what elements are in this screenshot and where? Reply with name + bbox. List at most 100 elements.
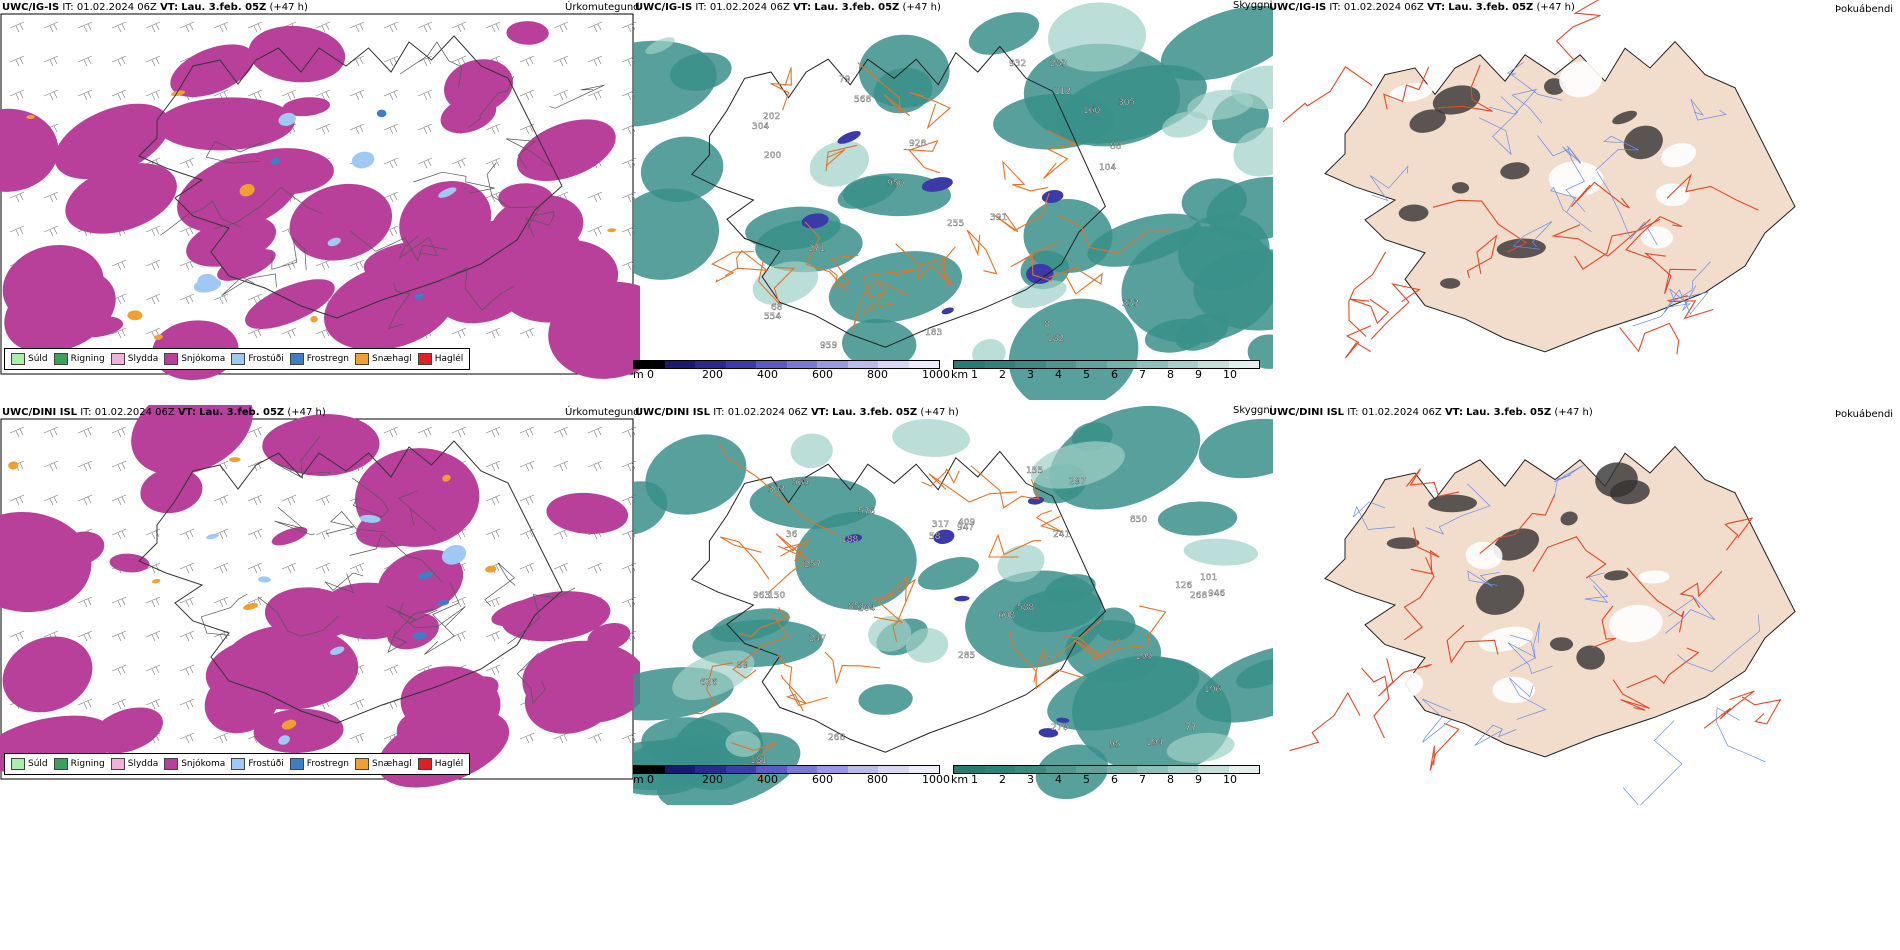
road-line xyxy=(439,267,515,311)
road-line xyxy=(732,613,790,679)
station-label: 588 xyxy=(1017,603,1034,613)
wind-barb xyxy=(621,732,637,744)
road-line xyxy=(1690,99,1727,121)
fog-panel: UWC/IG-IS IT: 01.02.2024 06Z VT: Lau. 3.… xyxy=(1265,0,1900,400)
field-blob xyxy=(289,183,393,261)
field-blob xyxy=(1560,511,1578,526)
road-line xyxy=(486,162,541,229)
iceland-outline xyxy=(690,450,1107,753)
wind-barb xyxy=(587,191,603,203)
road-line xyxy=(1048,267,1103,295)
scale-tick: 400 xyxy=(757,773,778,786)
field-blob xyxy=(327,237,341,247)
scale-tick: 1000 xyxy=(922,773,950,786)
field-blob xyxy=(725,731,761,757)
legend-item: Haglél xyxy=(417,758,463,770)
field-blob xyxy=(1183,538,1259,566)
station-label: 333 xyxy=(1122,299,1139,309)
field-blob xyxy=(790,433,833,469)
wind-barb xyxy=(519,732,535,744)
fog-map xyxy=(1289,445,1796,805)
road-line xyxy=(804,221,849,293)
wind-barb xyxy=(383,157,399,169)
road-line xyxy=(1478,96,1519,156)
panel-title: UWC/IG-IS IT: 01.02.2024 06Z VT: Lau. 3.… xyxy=(1269,2,1575,13)
scale-tick: 200 xyxy=(702,773,723,786)
wind-barb xyxy=(77,494,93,506)
field-blob xyxy=(441,544,467,565)
field-blob xyxy=(418,571,433,580)
wind-barb xyxy=(587,89,603,101)
wind-barb xyxy=(43,426,59,438)
field-blob xyxy=(204,668,280,734)
station-label: 947 xyxy=(957,523,974,533)
road-line xyxy=(1289,691,1361,752)
wind-barb xyxy=(553,460,569,472)
road-line xyxy=(1370,283,1421,340)
road-line xyxy=(1474,724,1517,746)
field-blob xyxy=(278,735,290,745)
scale-tick: 600 xyxy=(812,773,833,786)
wind-barb xyxy=(485,664,501,676)
station-label: 271 xyxy=(808,244,825,254)
field-blob xyxy=(1609,604,1663,643)
station-label: 183 xyxy=(925,328,942,338)
road-line xyxy=(398,235,438,259)
road-line xyxy=(1612,679,1650,711)
legend-swatch xyxy=(164,758,179,770)
station-label: 68 xyxy=(771,303,783,313)
road-line xyxy=(1467,570,1500,588)
field-blob xyxy=(170,44,255,98)
road-line xyxy=(1715,707,1766,763)
legend-item: Slydda xyxy=(110,353,158,365)
wind-barb xyxy=(213,732,229,744)
wind-barb xyxy=(145,89,161,101)
wind-barb xyxy=(43,225,59,237)
legend-label: Frostregn xyxy=(306,354,350,364)
field-blob xyxy=(131,405,253,476)
wind-barb xyxy=(247,494,263,506)
field-blob xyxy=(844,534,863,543)
wind-barb xyxy=(77,426,93,438)
legend-swatch xyxy=(417,758,432,770)
road-line xyxy=(1432,199,1528,253)
legend-swatch xyxy=(110,758,125,770)
field-blob xyxy=(858,34,950,108)
iceland-outline xyxy=(690,45,1107,348)
legend-item: Rigning xyxy=(53,758,105,770)
field-blob xyxy=(710,608,790,642)
road-line xyxy=(1043,129,1077,180)
legend-item: Slydda xyxy=(110,758,158,770)
wind-barb xyxy=(247,21,263,33)
road-line xyxy=(1570,181,1630,209)
station-label: 850 xyxy=(1130,515,1147,525)
road-line xyxy=(921,467,960,487)
field-blob xyxy=(1121,226,1273,344)
field-blob xyxy=(633,735,733,791)
road-line xyxy=(1403,556,1435,641)
wind-barb xyxy=(349,698,365,710)
road-line xyxy=(1002,160,1049,192)
wind-barb xyxy=(417,426,433,438)
field-blob xyxy=(1030,441,1125,489)
scale-tick: 6 xyxy=(1111,773,1118,786)
wind-barb xyxy=(145,293,161,305)
scale-tick: 400 xyxy=(757,368,778,381)
field-blob xyxy=(1609,479,1650,505)
station-label: 317 xyxy=(932,520,949,530)
field-blob xyxy=(1233,127,1273,177)
road-line xyxy=(777,654,828,707)
legend-item: Súld xyxy=(11,353,48,365)
field-blob xyxy=(1428,494,1477,513)
road-line xyxy=(1565,145,1586,213)
road-line xyxy=(274,436,332,479)
precip-legend: Súld Rigning Slydda Snjókoma Frostúði Frostre… xyxy=(4,348,471,370)
road-line xyxy=(424,582,460,655)
field-blob xyxy=(436,599,450,606)
road-line xyxy=(1421,698,1452,743)
visibility-map: 9530319694626829718860858626317285409257… xyxy=(633,405,1273,805)
road-line xyxy=(1057,215,1171,254)
legend-item: Súld xyxy=(11,758,48,770)
field-blob xyxy=(54,103,170,180)
road-line xyxy=(738,607,791,638)
